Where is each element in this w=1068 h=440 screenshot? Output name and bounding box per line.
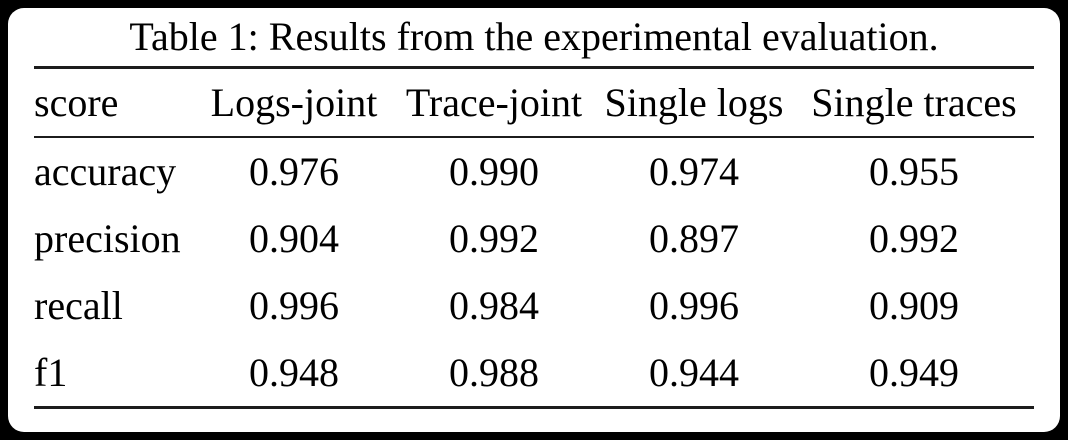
table-cell: 0.990 xyxy=(449,149,539,194)
table-cell: 0.897 xyxy=(649,216,739,261)
table-row-recall: recall 0.996 0.984 0.996 0.909 xyxy=(34,272,1034,339)
table-cell: 0.948 xyxy=(194,339,394,409)
table-cell: 0.992 xyxy=(449,216,539,261)
table-cell: 0.984 xyxy=(449,283,539,328)
row-label: precision xyxy=(34,216,181,261)
table-cell: 0.974 xyxy=(649,149,739,194)
table-row-f1: f1 0.948 0.988 0.944 0.949 xyxy=(34,339,1034,409)
row-label: recall xyxy=(34,283,123,328)
column-header-single-traces: Single traces xyxy=(794,69,1034,138)
column-header-logs-joint: Logs-joint xyxy=(194,69,394,138)
row-label: accuracy xyxy=(34,149,177,194)
results-table: score Logs-joint Trace-joint Single logs… xyxy=(34,69,1034,409)
results-table-card: Table 1: Results from the experimental e… xyxy=(8,8,1060,432)
column-header-trace-joint: Trace-joint xyxy=(394,69,594,138)
table-cell: 0.909 xyxy=(869,283,959,328)
table-cell: 0.944 xyxy=(594,339,794,409)
table-cell: 0.976 xyxy=(249,149,339,194)
table-cell: 0.955 xyxy=(869,149,959,194)
table-header-row: score Logs-joint Trace-joint Single logs… xyxy=(34,69,1034,138)
table-caption: Table 1: Results from the experimental e… xyxy=(34,8,1034,69)
table-cell: 0.996 xyxy=(249,283,339,328)
table-row-precision: precision 0.904 0.992 0.897 0.992 xyxy=(34,205,1034,272)
row-label: f1 xyxy=(34,339,194,409)
table-row-accuracy: accuracy 0.976 0.990 0.974 0.955 xyxy=(34,137,1034,205)
table-cell: 0.992 xyxy=(869,216,959,261)
table-cell: 0.996 xyxy=(649,283,739,328)
column-header-single-logs: Single logs xyxy=(594,69,794,138)
column-header-score: score xyxy=(34,69,194,138)
table-cell: 0.988 xyxy=(394,339,594,409)
table-cell: 0.904 xyxy=(249,216,339,261)
table-cell: 0.949 xyxy=(794,339,1034,409)
